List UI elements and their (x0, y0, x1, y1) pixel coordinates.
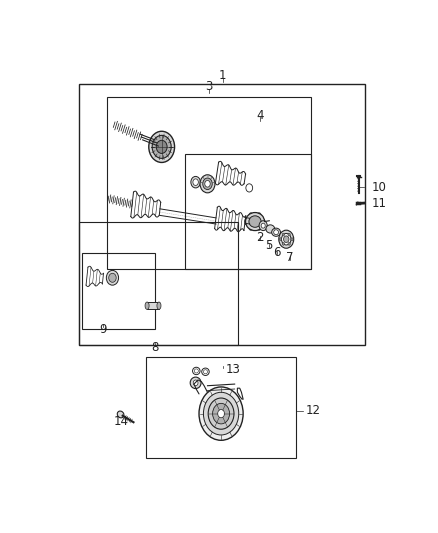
Ellipse shape (288, 243, 290, 245)
Ellipse shape (149, 131, 175, 163)
Ellipse shape (156, 140, 167, 154)
Ellipse shape (257, 225, 261, 230)
Text: 9: 9 (99, 322, 107, 336)
Ellipse shape (190, 377, 201, 389)
Bar (146, 358, 296, 458)
Ellipse shape (246, 213, 265, 231)
Bar (78, 222, 238, 345)
Ellipse shape (199, 387, 243, 440)
Ellipse shape (109, 273, 116, 282)
Bar (245, 217, 250, 224)
Ellipse shape (106, 270, 119, 285)
Ellipse shape (261, 223, 265, 228)
Ellipse shape (279, 230, 294, 248)
Ellipse shape (272, 228, 280, 236)
Ellipse shape (245, 219, 249, 224)
Ellipse shape (205, 181, 210, 187)
Bar (78, 84, 365, 345)
Ellipse shape (203, 392, 239, 435)
Ellipse shape (145, 302, 149, 309)
Text: 3: 3 (205, 80, 213, 93)
Text: 2: 2 (256, 231, 264, 245)
Bar (82, 253, 155, 329)
Text: 12: 12 (306, 404, 321, 417)
Text: 5: 5 (265, 239, 273, 252)
Ellipse shape (274, 230, 279, 235)
Ellipse shape (257, 213, 261, 217)
Text: 4: 4 (256, 109, 264, 122)
Text: 13: 13 (226, 363, 240, 376)
Ellipse shape (193, 179, 198, 185)
Ellipse shape (208, 398, 234, 429)
Ellipse shape (249, 213, 253, 217)
Ellipse shape (282, 233, 285, 236)
Ellipse shape (212, 403, 230, 424)
Text: 11: 11 (372, 197, 387, 210)
Ellipse shape (249, 225, 253, 230)
Text: 7: 7 (286, 251, 294, 264)
Ellipse shape (200, 175, 215, 193)
Ellipse shape (117, 411, 124, 418)
Text: 1: 1 (219, 69, 226, 82)
Ellipse shape (282, 243, 285, 245)
Ellipse shape (261, 219, 265, 224)
Text: 8: 8 (151, 342, 159, 354)
Text: 14: 14 (113, 415, 128, 427)
Text: 6: 6 (273, 246, 281, 259)
Ellipse shape (291, 238, 293, 240)
Ellipse shape (191, 176, 200, 188)
Ellipse shape (279, 238, 282, 240)
Ellipse shape (288, 233, 290, 236)
Ellipse shape (157, 302, 161, 309)
Ellipse shape (193, 380, 198, 386)
Ellipse shape (283, 236, 289, 243)
Ellipse shape (249, 216, 261, 227)
Text: 10: 10 (372, 181, 387, 193)
Bar (107, 97, 311, 269)
Bar (147, 302, 159, 309)
Bar (185, 154, 311, 269)
Ellipse shape (259, 221, 267, 231)
Ellipse shape (152, 135, 171, 158)
Ellipse shape (266, 225, 275, 233)
Ellipse shape (282, 233, 291, 245)
Ellipse shape (218, 409, 225, 418)
Ellipse shape (203, 178, 212, 190)
